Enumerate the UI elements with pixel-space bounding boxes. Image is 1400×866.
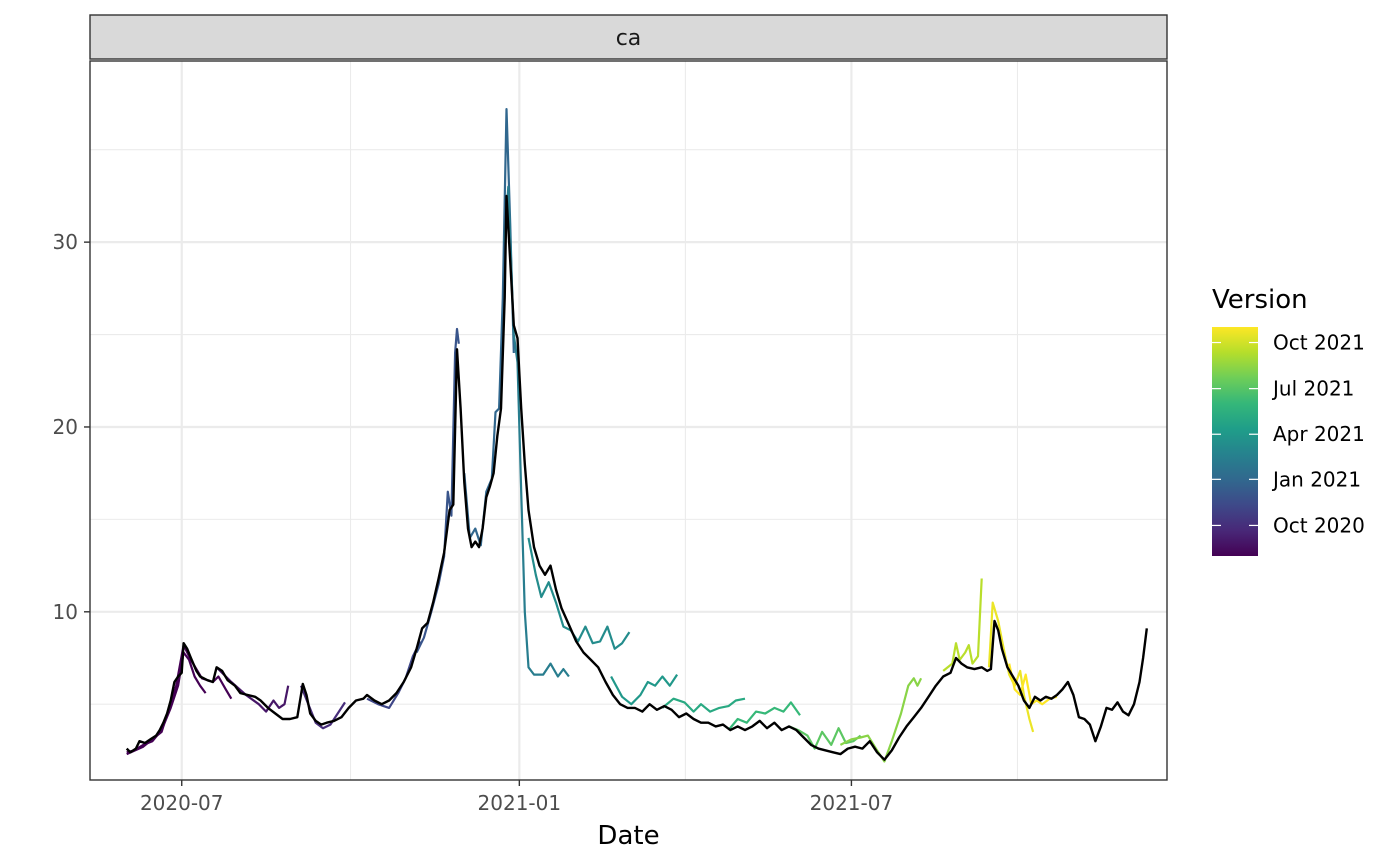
legend-title: Version [1212, 285, 1308, 315]
legend-label: Apr 2021 [1273, 422, 1365, 446]
grid-minor [90, 61, 1167, 780]
version-series-line [661, 697, 746, 713]
y-axis-ticks: 10 20 30 [53, 230, 90, 624]
version-series-line [126, 644, 233, 756]
version-series-line [215, 666, 290, 713]
version-series-line [415, 327, 460, 653]
legend-label: Jan 2021 [1271, 467, 1361, 491]
version-series-line [126, 651, 207, 754]
legend-label: Oct 2020 [1273, 513, 1365, 537]
version-series-line [527, 537, 631, 650]
x-axis-ticks: 2020-07 2021-01 2021-07 [140, 780, 893, 815]
legend-label: Jul 2021 [1271, 377, 1354, 401]
version-series-line [299, 685, 346, 730]
y-tick-label: 10 [53, 600, 78, 624]
version-series-line [839, 677, 923, 763]
version-series-line [942, 578, 983, 672]
x-tick-label: 2021-01 [478, 791, 562, 815]
legend: Version Oct 2021 Jul 2021 Apr 2021 Jan 2021… [1212, 285, 1365, 556]
version-series-line [463, 108, 515, 547]
version-series-line [366, 640, 422, 709]
version-series-line [503, 185, 570, 678]
panel-border [89, 60, 1168, 781]
legend-ticks: Oct 2021 Jul 2021 Apr 2021 Jan 2021 Oct 2020 [1212, 331, 1365, 537]
facet-strip: ca [89, 14, 1168, 60]
facet-label: ca [616, 26, 642, 51]
grid-major [90, 61, 1167, 780]
y-tick-label: 20 [53, 415, 78, 439]
legend-label: Oct 2021 [1273, 331, 1365, 355]
x-axis-title: Date [597, 821, 659, 851]
version-series-line [788, 725, 862, 750]
latest-series-line [125, 194, 1148, 761]
version-series-line [727, 701, 801, 731]
legend-colorbar [1212, 327, 1258, 556]
version-series-line [610, 673, 679, 706]
x-tick-label: 2020-07 [140, 791, 224, 815]
series-layer [125, 108, 1148, 763]
x-tick-label: 2021-07 [810, 791, 894, 815]
y-tick-label: 30 [53, 230, 78, 254]
